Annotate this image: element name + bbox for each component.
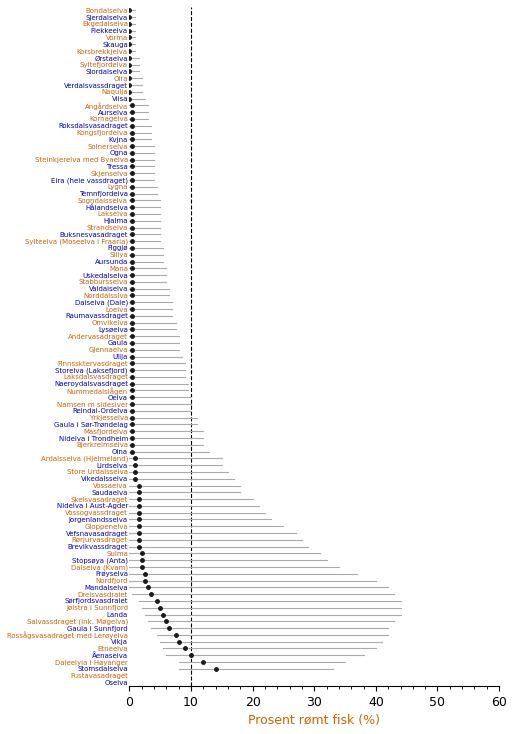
X-axis label: Prosent rømt fisk (%): Prosent rømt fisk (%)	[248, 714, 380, 727]
